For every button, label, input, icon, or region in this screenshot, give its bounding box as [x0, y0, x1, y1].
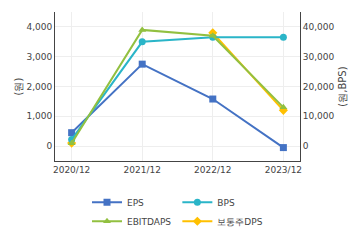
svg-text:2021/12: 2021/12 [124, 165, 161, 175]
svg-text:2023/12: 2023/12 [265, 165, 302, 175]
svg-text:보통주DPS: 보통주DPS [217, 217, 262, 227]
svg-text:BPS: BPS [217, 198, 235, 208]
svg-text:20,000: 20,000 [303, 82, 335, 92]
svg-text:EBITDAPS: EBITDAPS [127, 217, 171, 227]
svg-text:EPS: EPS [127, 198, 144, 208]
svg-text:1,000: 1,000 [26, 111, 52, 121]
svg-text:0: 0 [46, 141, 52, 151]
svg-text:2022/12: 2022/12 [194, 165, 231, 175]
svg-text:40,000: 40,000 [303, 22, 335, 32]
svg-text:(원,BPS): (원,BPS) [337, 66, 348, 106]
svg-text:30,000: 30,000 [303, 52, 335, 62]
svg-text:2,000: 2,000 [26, 82, 52, 92]
svg-text:3,000: 3,000 [26, 52, 52, 62]
svg-text:10,000: 10,000 [303, 111, 335, 121]
svg-text:4,000: 4,000 [26, 22, 52, 32]
svg-text:2020/12: 2020/12 [53, 165, 90, 175]
svg-text:(원): (원) [13, 78, 24, 96]
svg-text:0: 0 [303, 141, 309, 151]
